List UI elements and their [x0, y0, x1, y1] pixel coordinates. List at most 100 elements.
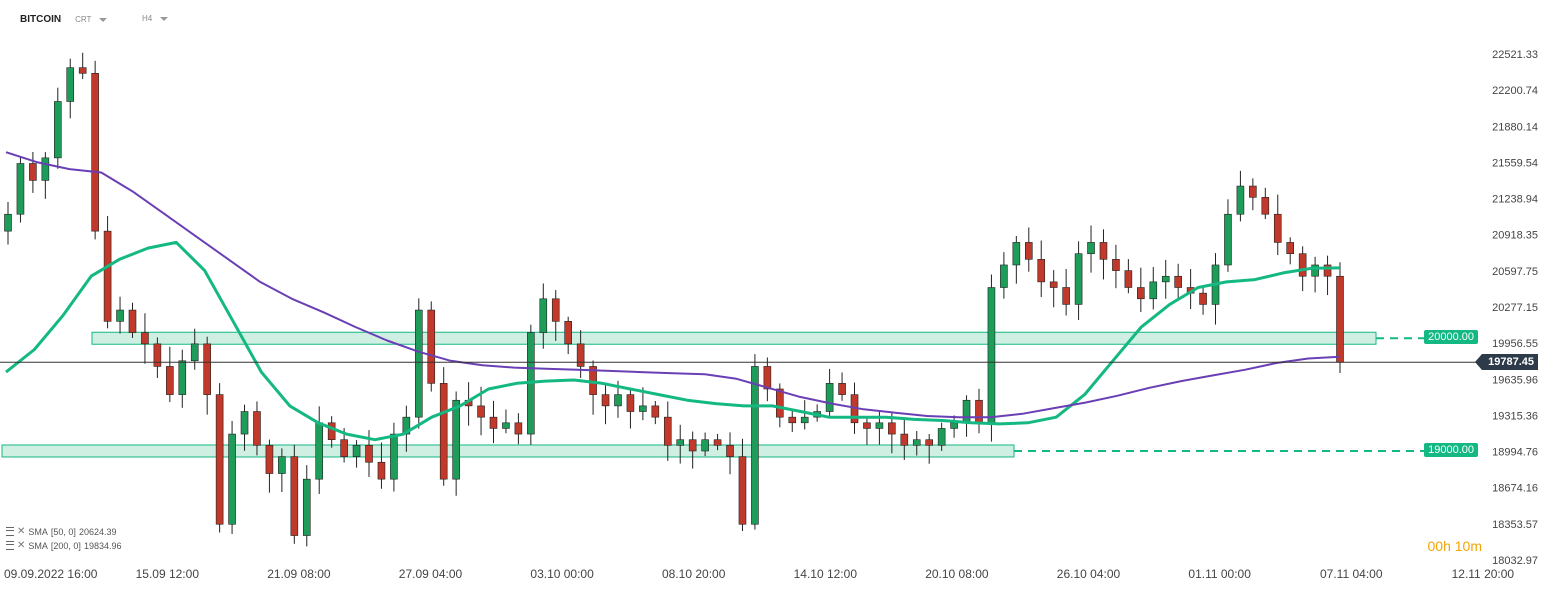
- candle-body: [937, 428, 946, 446]
- candle-body: [1149, 281, 1158, 300]
- close-icon[interactable]: ✕: [17, 526, 26, 537]
- candle-body: [539, 298, 548, 333]
- candle-body: [1137, 287, 1145, 300]
- candle-body: [663, 416, 672, 446]
- candle-body: [78, 67, 87, 74]
- candle-body: [788, 416, 797, 424]
- candle-body: [1037, 259, 1046, 283]
- candle-body: [626, 394, 635, 412]
- menu-icon[interactable]: [6, 527, 14, 536]
- candle-body: [228, 433, 236, 525]
- candle-body: [1024, 242, 1033, 260]
- candle-body: [776, 388, 784, 418]
- candle-body: [614, 394, 622, 407]
- y-tick-label: 20918.35: [1492, 230, 1538, 242]
- candle-body: [415, 309, 423, 418]
- candle-body: [315, 422, 324, 480]
- level-zone: [91, 331, 1377, 345]
- candle-body: [190, 343, 199, 362]
- chevron-down-icon[interactable]: [160, 16, 169, 21]
- y-tick-label: 21238.94: [1492, 194, 1538, 206]
- candle-body: [676, 439, 685, 446]
- symbol-label: BITCOIN: [20, 14, 62, 25]
- level-tag-20000[interactable]: 20000.00: [1424, 330, 1478, 345]
- candle-body: [875, 422, 884, 429]
- close-icon[interactable]: ✕: [17, 540, 26, 551]
- candle-body: [601, 394, 610, 407]
- candle-body: [153, 343, 162, 367]
- indicator-legend-sma50[interactable]: ✕ SMA [50, 0] 20624.39: [6, 526, 116, 537]
- candle-body: [452, 399, 460, 480]
- sma-line: [5, 240, 1341, 442]
- x-tick-label: 15.09 12:00: [136, 567, 200, 581]
- y-tick-label: 19315.36: [1492, 410, 1538, 422]
- candle-body: [551, 298, 560, 322]
- y-tick-label: 20597.75: [1492, 266, 1538, 278]
- y-tick-label: 22521.33: [1492, 49, 1538, 61]
- candle-body: [352, 445, 361, 457]
- candle-body: [1124, 270, 1133, 288]
- candle-body: [253, 411, 261, 446]
- candle-body: [489, 416, 498, 429]
- candle-countdown-timer: 00h 10m: [1427, 538, 1482, 554]
- candle-body: [1087, 242, 1095, 254]
- indicator-params: [50, 0]: [50, 526, 76, 537]
- candle-body: [950, 422, 958, 429]
- candle-body: [91, 73, 99, 232]
- y-axis-ticks: 22521.33 22200.74 21880.14 21559.54 21238.94…: [1492, 49, 1538, 567]
- candle-body: [1311, 264, 1319, 277]
- x-tick-label: 07.11 04:00: [1320, 567, 1383, 581]
- candle-body: [962, 399, 971, 424]
- candle-body: [564, 321, 572, 345]
- candle-body: [1236, 185, 1245, 215]
- candle-body: [1012, 242, 1021, 266]
- x-tick-label: 12.11 20:00: [1452, 567, 1515, 581]
- candle-body: [838, 383, 846, 395]
- y-tick-label: 18674.16: [1492, 483, 1538, 495]
- candle-body: [825, 383, 834, 412]
- y-tick-label: 21880.14: [1492, 121, 1538, 133]
- instrument-header[interactable]: BITCOIN CRT: [20, 14, 108, 25]
- candle-body: [1298, 253, 1307, 277]
- candle-body: [240, 411, 249, 435]
- candle-body: [987, 287, 996, 424]
- x-tick-label: 09.09.2022 16:00: [4, 567, 98, 581]
- y-tick-label: 21559.54: [1492, 157, 1538, 169]
- indicator-params: [200, 0]: [50, 540, 81, 551]
- y-tick-label: 18353.57: [1492, 519, 1538, 531]
- indicator-legend-sma200[interactable]: ✕ SMA [200, 0] 19834.96: [6, 540, 121, 551]
- candle-body: [365, 445, 373, 463]
- candle-body: [763, 366, 772, 390]
- candle-body: [29, 163, 37, 181]
- candle-body: [178, 360, 187, 395]
- level-tag-19000[interactable]: 19000.00: [1424, 442, 1478, 457]
- candle-body: [1112, 259, 1120, 271]
- candle-body: [66, 67, 75, 102]
- x-tick-label: 03.10 00:00: [530, 567, 594, 581]
- candle-body: [128, 309, 137, 333]
- candle-body: [1174, 275, 1182, 288]
- candle-body: [278, 456, 286, 474]
- candle-body: [1323, 264, 1332, 277]
- y-tick-label: 22200.74: [1492, 85, 1538, 97]
- candle-body: [1074, 253, 1083, 305]
- candle-body: [713, 439, 722, 446]
- candle-body: [1286, 242, 1295, 254]
- chevron-down-icon[interactable]: [99, 17, 108, 22]
- menu-icon[interactable]: [6, 541, 14, 550]
- candle-body: [390, 433, 398, 480]
- x-tick-label: 14.10 12:00: [794, 567, 858, 581]
- timeframe-selector[interactable]: H4: [142, 14, 169, 23]
- candle-body: [477, 405, 485, 418]
- source-label: CRT: [75, 15, 92, 24]
- candle-body: [576, 343, 585, 367]
- candle-body: [327, 422, 336, 441]
- candle-body: [888, 422, 896, 435]
- candle-body: [53, 101, 62, 159]
- candle-body: [726, 445, 734, 457]
- candle-body: [166, 366, 174, 395]
- y-tick-label: 18994.76: [1492, 447, 1538, 459]
- indicator-label: SMA: [28, 526, 48, 537]
- x-axis-ticks: 09.09.2022 16:00 15.09 12:00 21.09 08:00 27…: [4, 567, 1514, 581]
